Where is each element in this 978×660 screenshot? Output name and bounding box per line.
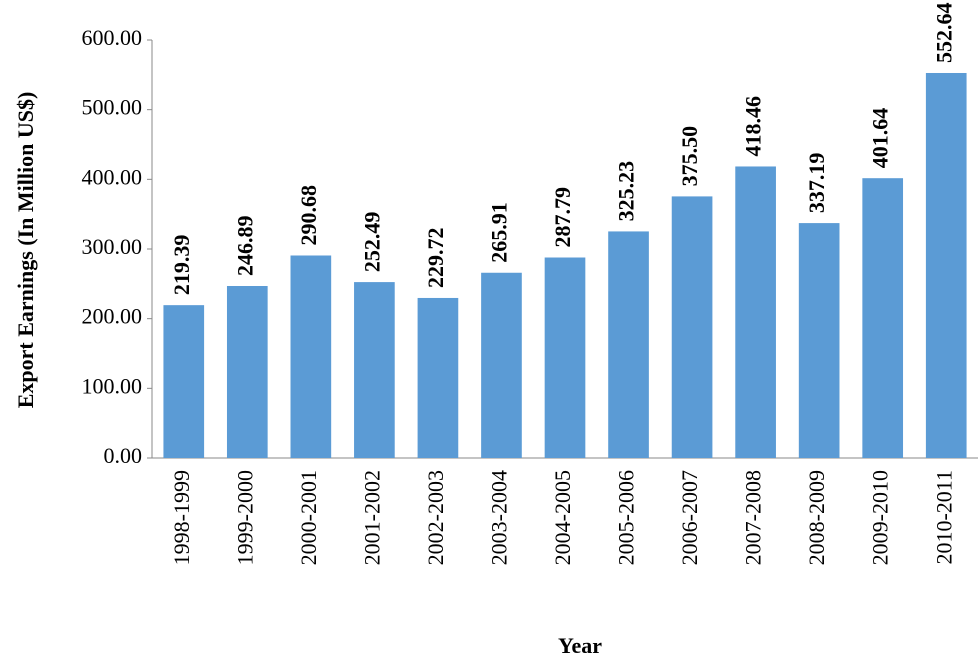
bar	[163, 305, 205, 458]
bar	[226, 285, 268, 458]
y-tick-label: 500.00	[82, 95, 143, 120]
x-tick-label: 2010-2011	[931, 470, 956, 565]
bar	[925, 72, 967, 458]
value-label: 337.19	[804, 153, 829, 214]
y-tick-label: 400.00	[82, 164, 143, 189]
x-tick-label: 2008-2009	[804, 470, 829, 565]
value-label: 265.91	[487, 202, 512, 263]
bar	[608, 231, 649, 458]
x-tick-label: 2009-2010	[868, 470, 893, 565]
value-label: 252.49	[359, 212, 384, 273]
x-tick-label: 1999-2000	[232, 470, 257, 565]
value-label: 290.68	[296, 185, 321, 246]
value-label: 418.46	[741, 96, 766, 157]
value-label: 325.23	[614, 161, 639, 222]
bar	[798, 223, 840, 458]
x-tick-label: 2001-2002	[359, 470, 384, 565]
bar	[671, 196, 713, 458]
value-label: 401.64	[868, 108, 893, 169]
y-tick-label: 600.00	[82, 25, 143, 50]
bar	[544, 257, 586, 458]
x-tick-label: 2007-2008	[741, 470, 766, 565]
x-tick-label: 1998-1999	[169, 470, 194, 565]
y-tick-label: 300.00	[82, 234, 143, 259]
value-label: 375.50	[677, 126, 702, 187]
y-axis-title: Export Earnings (In Million US$)	[13, 92, 38, 409]
value-label: 287.79	[550, 187, 575, 248]
value-label: 552.64	[931, 2, 956, 63]
bar	[862, 178, 904, 458]
bar	[481, 272, 522, 458]
value-label: 246.89	[232, 215, 257, 276]
x-tick-label: 2000-2001	[296, 470, 321, 565]
value-label: 219.39	[169, 235, 194, 296]
x-tick-label: 2002-2003	[423, 470, 448, 565]
x-tick-label: 2004-2005	[550, 470, 575, 565]
bar	[735, 166, 776, 458]
y-tick-label: 100.00	[82, 373, 143, 398]
y-tick-label: 0.00	[104, 443, 143, 468]
y-tick-label: 200.00	[82, 304, 143, 329]
x-tick-label: 2003-2004	[487, 470, 512, 565]
bar	[354, 282, 395, 458]
x-tick-label: 2005-2006	[614, 470, 639, 565]
bar	[290, 255, 332, 458]
x-tick-label: 2006-2007	[677, 470, 702, 565]
x-axis-title: Year	[558, 633, 602, 658]
value-label: 229.72	[423, 227, 448, 288]
bar	[417, 297, 459, 458]
